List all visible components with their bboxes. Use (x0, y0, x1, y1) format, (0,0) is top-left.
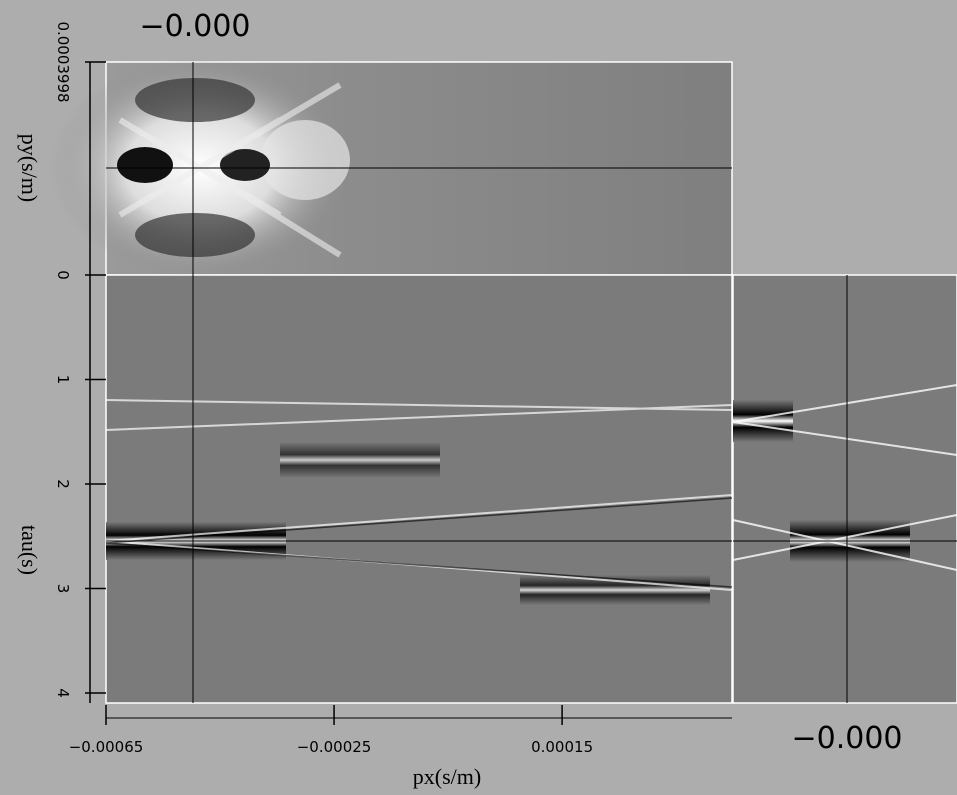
tau-tick-label: 4 (54, 688, 72, 698)
right-slice-label: −0.000 (791, 721, 902, 756)
py-axis-label: py(s/m) (17, 134, 42, 202)
x-tick-label: −0.00025 (297, 738, 372, 756)
tau-axis-label: tau(s) (17, 525, 42, 575)
py-tick-label: 0.0003998 (54, 21, 72, 102)
side-panel (732, 274, 957, 704)
top-slice-label: −0.000 (139, 9, 250, 44)
main-panel (105, 62, 733, 704)
px-axis-label: px(s/m) (413, 764, 481, 789)
tau-tick-label: 1 (54, 375, 72, 385)
tau-tick-label: 2 (54, 479, 72, 489)
py-tick-label: 0 (54, 270, 72, 280)
top-panel (50, 58, 733, 278)
x-tick-label: 0.00015 (531, 738, 593, 756)
tau-tick-label: 3 (54, 584, 72, 594)
x-tick-label: −0.00065 (69, 738, 144, 756)
